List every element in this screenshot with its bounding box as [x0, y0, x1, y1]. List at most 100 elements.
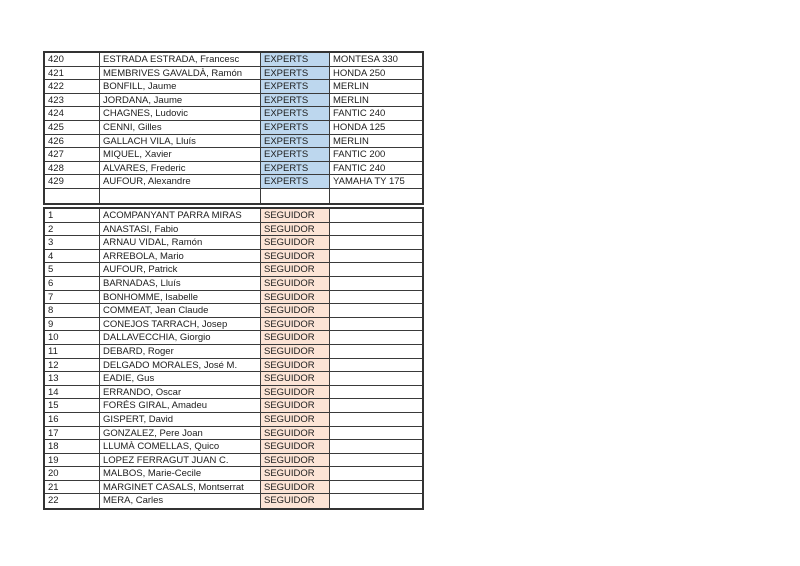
table-row: 421 MEMBRIVES GAVALDÀ, Ramón EXPERTS HONDA … [45, 66, 422, 81]
name-cell: CHAGNES, Ludovic [100, 107, 261, 120]
category-cell: EXPERTS [261, 53, 330, 66]
row-number-cell: 19 [45, 453, 100, 467]
category-cell: EXPERTS [261, 107, 330, 120]
name-cell: CENNI, Gilles [100, 120, 261, 134]
name-cell: COMMEAT, Jean Claude [100, 304, 261, 317]
row-number-cell: 7 [45, 290, 100, 304]
table-row: 4 ARREBOLA, Mario SEGUIDOR [45, 249, 422, 264]
row-number-cell: 425 [45, 120, 100, 134]
row-number-cell: 429 [45, 175, 100, 188]
category-cell: EXPERTS [261, 93, 330, 107]
row-number-cell: 8 [45, 304, 100, 317]
bike-cell [330, 291, 422, 304]
row-number-cell: 12 [45, 358, 100, 372]
bike-cell: HONDA 250 [333, 67, 386, 79]
row-number-cell: 18 [45, 440, 100, 453]
name-cell: DEBARD, Roger [100, 344, 261, 358]
table-row: 425 CENNI, Gilles EXPERTS HONDA 125 [45, 120, 422, 135]
category-cell: SEGUIDOR [261, 412, 330, 426]
table-row: 427 MIQUEL, Xavier EXPERTS FANTIC 200 [45, 148, 422, 162]
table-row: 22 MERA, Carles SEGUIDOR [45, 494, 422, 509]
row-number-cell: 2 [45, 222, 100, 236]
name-cell: ESTRADA ESTRADA, Francesc [100, 53, 261, 66]
table-row: 420 ESTRADA ESTRADA, Francesc EXPERTS MONTE… [45, 53, 422, 67]
bike-cell: MERLIN [333, 94, 369, 106]
table-row: 21 MARGINET CASALS, Montserrat SEGUIDOR [45, 480, 422, 495]
table-row: 3 ARNAU VIDAL, Ramón SEGUIDOR [45, 236, 422, 250]
bike-cell: FANTIC 240 [333, 108, 386, 120]
table-row: 428 ALVARES, Frederic EXPERTS FANTIC 240 [45, 161, 422, 176]
bike-cell [330, 250, 422, 263]
category-cell: SEGUIDOR [261, 263, 330, 276]
category-cell: EXPERTS [261, 175, 330, 188]
name-cell: CONEJOS TARRACH, Josep [100, 317, 261, 331]
category-cell: SEGUIDOR [261, 276, 330, 290]
category-cell: SEGUIDOR [261, 399, 330, 412]
table-row: 426 GALLACH VILA, Lluís EXPERTS MERLIN [45, 134, 422, 149]
bike-cell [330, 263, 422, 276]
row-number-cell: 5 [45, 263, 100, 276]
table-row: 423 JORDANA, Jaume EXPERTS MERLIN [45, 93, 422, 108]
name-cell: MERA, Carles [100, 494, 261, 509]
bike-cell [330, 304, 422, 317]
bike-cell [330, 372, 422, 385]
table-row: 17 GONZALEZ, Pere Joan SEGUIDOR [45, 426, 422, 441]
row-number-cell: 423 [45, 93, 100, 107]
row-number-cell: 10 [45, 331, 100, 344]
name-cell: DALLAVECCHIA, Giorgio [100, 331, 261, 344]
category-cell: EXPERTS [261, 161, 330, 175]
name-cell: ANASTASI, Fabio [100, 222, 261, 236]
table-row: 422 BONFILL, Jaume EXPERTS MERLIN [45, 80, 422, 94]
name-cell: EADIE, Gus [100, 372, 261, 385]
name-cell: ERRANDO, Oscar [100, 385, 261, 399]
bike-cell [330, 331, 422, 344]
experts-table: 420 ESTRADA ESTRADA, Francesc EXPERTS MONTE… [43, 51, 424, 205]
bike-cell: FANTIC 240 [333, 162, 386, 174]
name-cell: MARGINET CASALS, Montserrat [100, 480, 261, 494]
table-row: 16 GISPERT, David SEGUIDOR [45, 412, 422, 427]
row-number-cell: 20 [45, 467, 100, 480]
bike-cell [330, 189, 422, 203]
category-cell: EXPERTS [261, 134, 330, 148]
table-row: 19 LOPEZ FERRAGUT JUAN C. SEGUIDOR [45, 453, 422, 468]
name-cell: ARNAU VIDAL, Ramón [100, 236, 261, 249]
table-row: 5 AUFOUR, Patrick SEGUIDOR [45, 263, 422, 277]
bike-cell [330, 386, 422, 399]
bike-cell: HONDA 125 [333, 121, 386, 133]
row-number-cell: 3 [45, 236, 100, 249]
row-number-cell: 420 [45, 53, 100, 66]
name-cell: MEMBRIVES GAVALDÀ, Ramón [100, 66, 261, 80]
bike-cell [330, 209, 422, 222]
category-cell: SEGUIDOR [261, 290, 330, 304]
bike-cell [330, 359, 422, 372]
category-cell: SEGUIDOR [261, 249, 330, 263]
table-row: 2 ANASTASI, Fabio SEGUIDOR [45, 222, 422, 237]
table-row: 13 EADIE, Gus SEGUIDOR [45, 372, 422, 386]
bike-cell [330, 481, 422, 494]
bike-cell [330, 277, 422, 290]
table-row: 424 CHAGNES, Ludovic EXPERTS FANTIC 240 [45, 107, 422, 121]
row-number-cell: 16 [45, 412, 100, 426]
name-cell: LLUMÀ COMELLAS, Quico [100, 440, 261, 453]
bike-cell [330, 318, 422, 331]
category-cell: EXPERTS [261, 120, 330, 134]
name-cell: ACOMPANYANT PARRA MIRAS [100, 209, 261, 222]
row-number-cell: 1 [45, 209, 100, 222]
table-row: 18 LLUMÀ COMELLAS, Quico SEGUIDOR [45, 440, 422, 454]
table-row: 6 BARNADAS, Lluís SEGUIDOR [45, 276, 422, 291]
name-cell: DELGADO MORALES, José M. [100, 358, 261, 372]
category-cell: SEGUIDOR [261, 358, 330, 372]
bike-cell [330, 223, 422, 236]
table-row: 9 CONEJOS TARRACH, Josep SEGUIDOR [45, 317, 422, 332]
bike-cell [330, 467, 422, 480]
name-cell: ALVARES, Frederic [100, 161, 261, 175]
seguidor-table: 1 ACOMPANYANT PARRA MIRAS SEGUIDOR 2 ANASTAS… [43, 207, 424, 511]
bike-cell [330, 399, 422, 412]
name-cell [100, 188, 261, 203]
category-cell: SEGUIDOR [261, 317, 330, 331]
name-cell: FORÉS GIRAL, Amadeu [100, 399, 261, 412]
category-cell: SEGUIDOR [261, 344, 330, 358]
bike-cell [330, 440, 422, 453]
category-cell: SEGUIDOR [261, 304, 330, 317]
